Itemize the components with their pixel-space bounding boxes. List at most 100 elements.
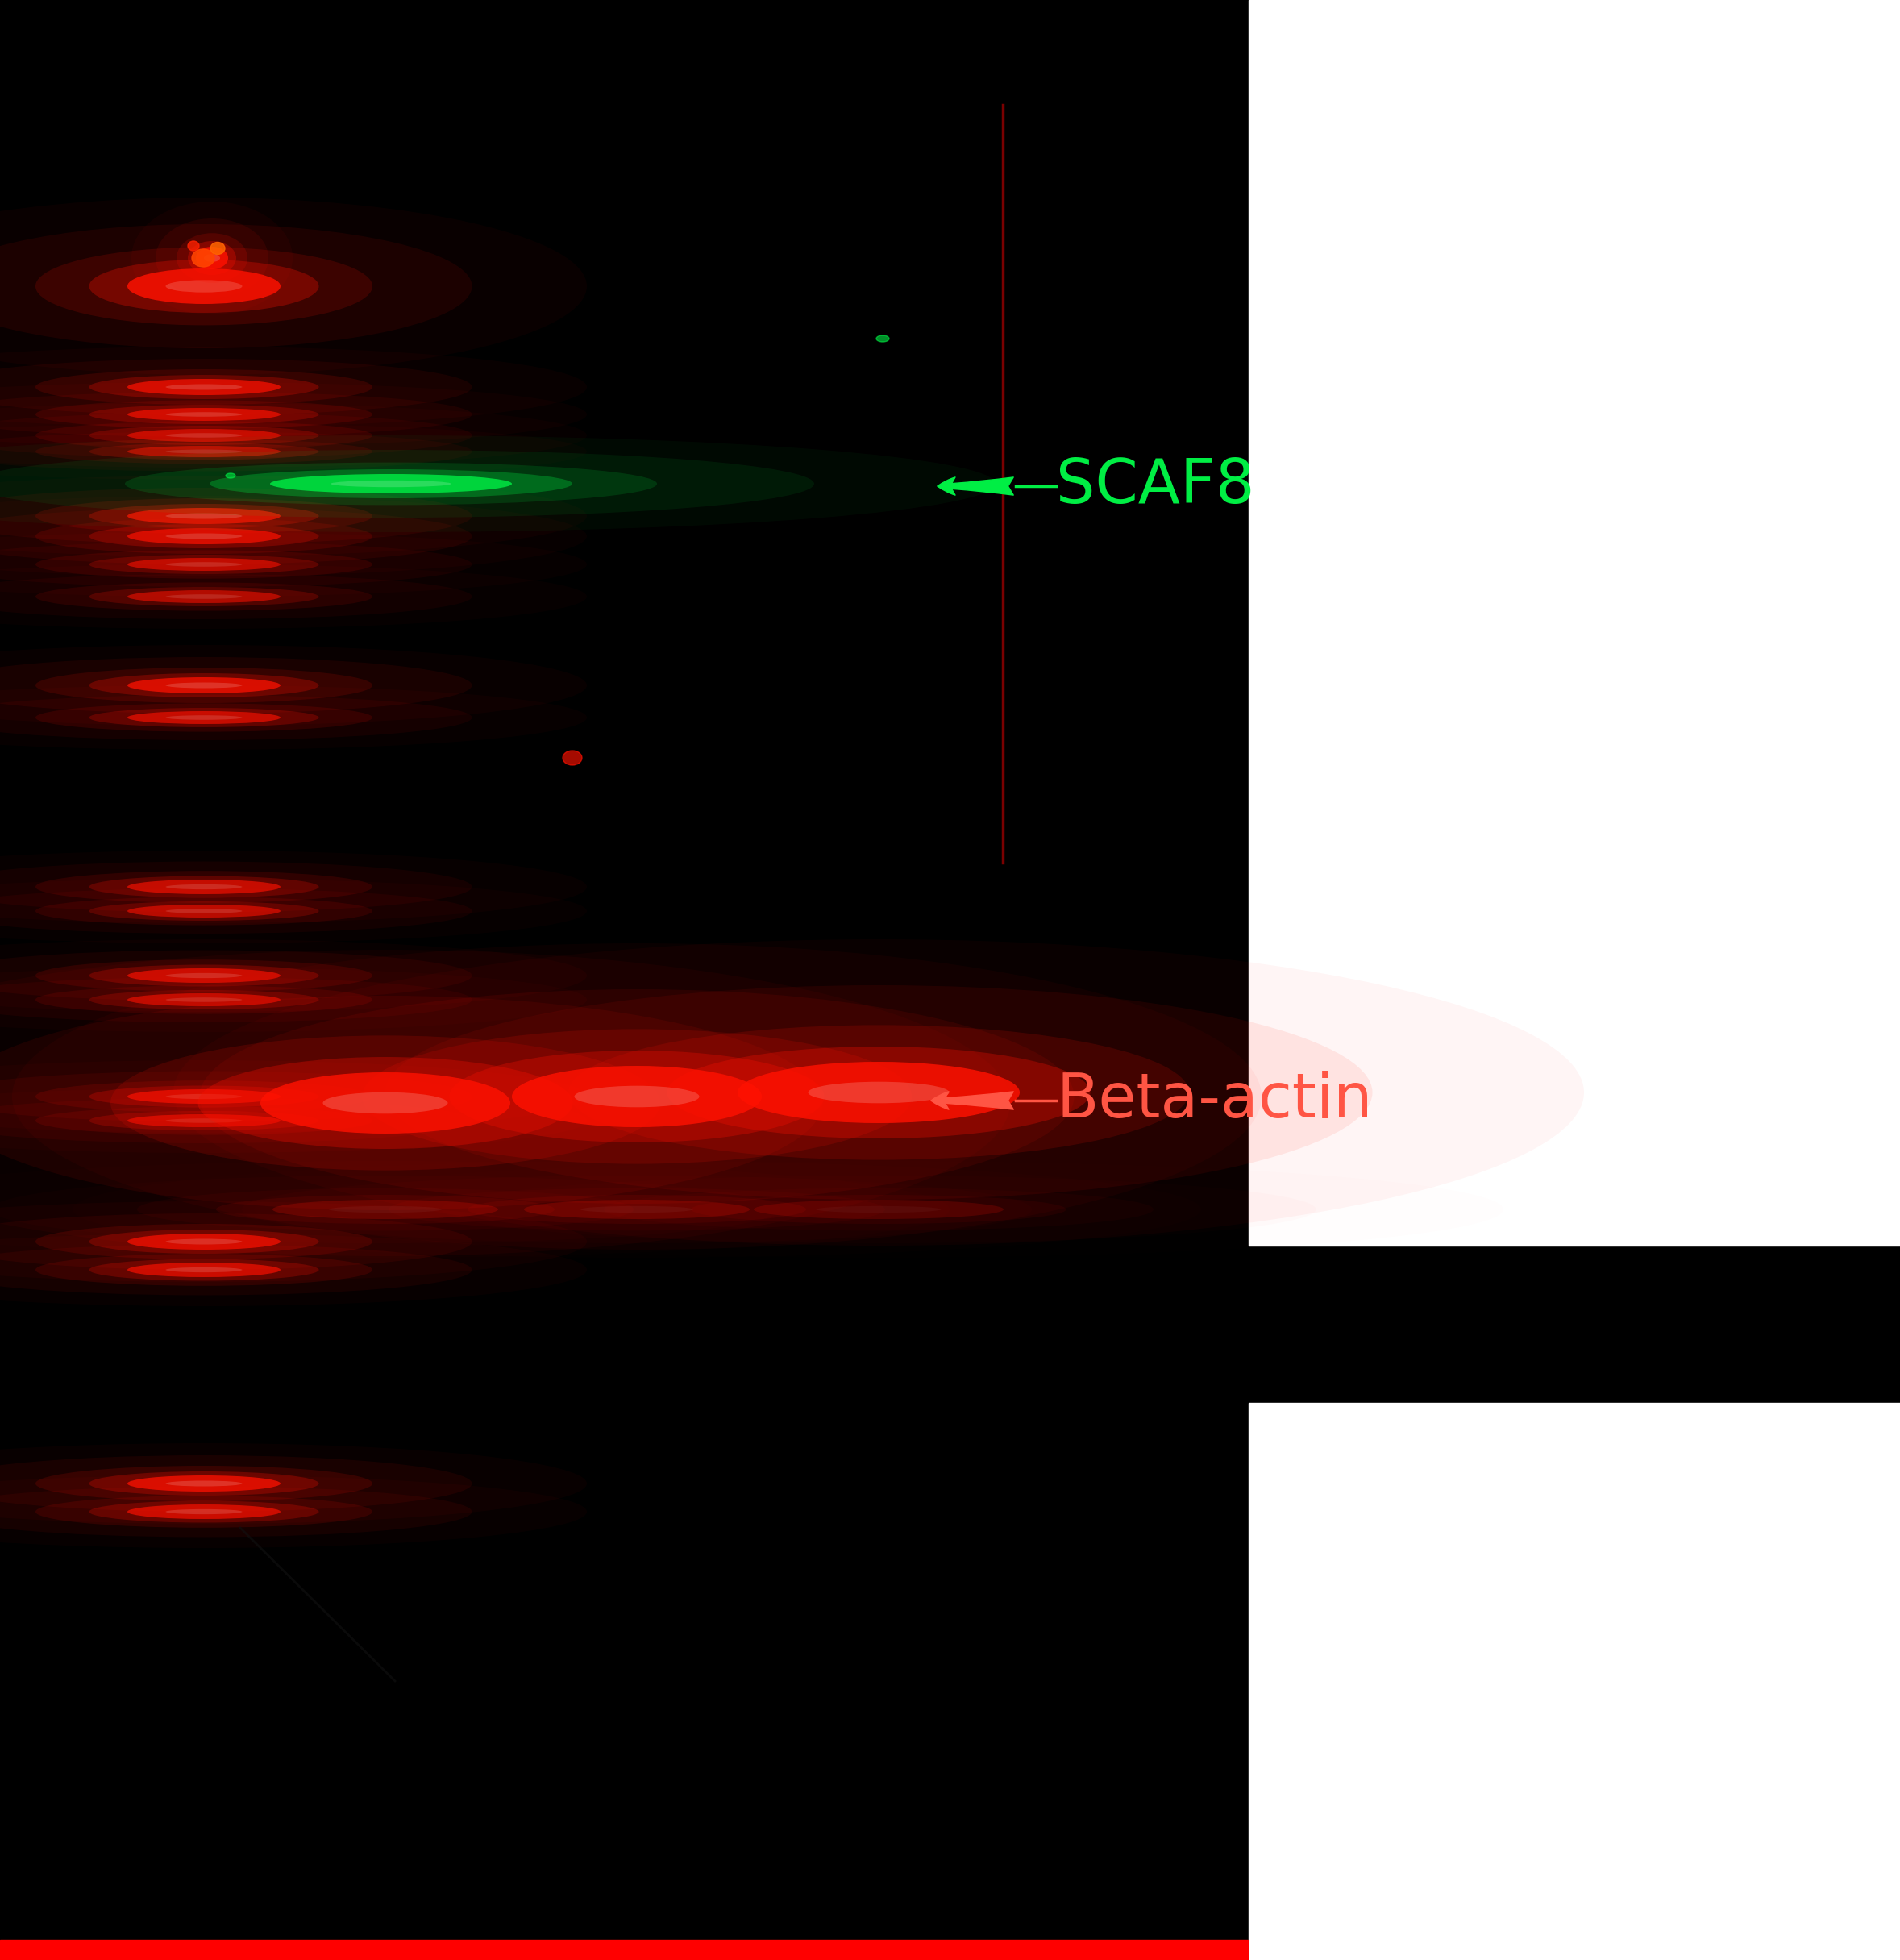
Ellipse shape [36,421,372,449]
Ellipse shape [165,533,241,539]
Ellipse shape [165,909,241,913]
Ellipse shape [188,241,200,251]
Ellipse shape [0,1098,471,1143]
Ellipse shape [127,1233,281,1250]
Ellipse shape [568,1025,1189,1160]
Ellipse shape [36,519,372,555]
Ellipse shape [737,1062,1020,1123]
Ellipse shape [127,711,281,723]
Ellipse shape [36,582,372,612]
Ellipse shape [89,523,319,549]
Ellipse shape [127,880,281,894]
Ellipse shape [0,996,823,1209]
Ellipse shape [808,1082,950,1103]
Ellipse shape [574,1086,699,1107]
Ellipse shape [0,574,471,619]
Ellipse shape [165,594,241,600]
Text: Beta-actin: Beta-actin [1056,1070,1372,1131]
Ellipse shape [0,431,471,470]
Ellipse shape [89,1086,319,1107]
Ellipse shape [89,1258,319,1280]
Ellipse shape [127,378,281,396]
Ellipse shape [89,443,319,461]
Ellipse shape [165,715,241,719]
Ellipse shape [192,249,215,267]
Ellipse shape [89,404,319,423]
Ellipse shape [89,374,319,400]
Ellipse shape [0,696,471,741]
Ellipse shape [89,964,319,986]
Bar [0,1940,1248,1960]
Ellipse shape [127,429,281,441]
Ellipse shape [0,1070,471,1121]
Ellipse shape [89,1111,319,1131]
Ellipse shape [125,463,657,506]
Ellipse shape [36,898,372,925]
Ellipse shape [165,514,241,519]
Ellipse shape [165,563,241,566]
Ellipse shape [524,1200,751,1219]
Ellipse shape [270,474,511,494]
Text: SCAF8: SCAF8 [1056,457,1254,515]
Ellipse shape [89,902,319,921]
Ellipse shape [127,1505,281,1519]
Ellipse shape [127,408,281,421]
Ellipse shape [165,1268,241,1272]
Ellipse shape [0,1486,471,1537]
Ellipse shape [260,1072,511,1133]
Ellipse shape [36,1495,372,1527]
Ellipse shape [89,259,319,314]
Ellipse shape [165,384,241,390]
Ellipse shape [127,590,281,604]
Ellipse shape [156,218,268,298]
Ellipse shape [89,1229,319,1254]
Ellipse shape [89,1472,319,1495]
Ellipse shape [36,368,372,404]
Ellipse shape [127,269,281,304]
Ellipse shape [127,508,281,523]
Ellipse shape [0,978,471,1023]
Ellipse shape [36,1466,372,1501]
Ellipse shape [36,704,372,731]
Ellipse shape [331,480,452,488]
Ellipse shape [0,1454,471,1511]
Ellipse shape [36,247,372,325]
Ellipse shape [188,241,236,274]
Ellipse shape [198,1056,572,1149]
Ellipse shape [0,451,815,517]
Ellipse shape [127,527,281,545]
Ellipse shape [196,247,228,269]
Ellipse shape [876,335,889,341]
Ellipse shape [0,1245,471,1296]
Ellipse shape [165,884,241,890]
Ellipse shape [127,1262,281,1278]
Ellipse shape [0,488,471,545]
Ellipse shape [667,1047,1091,1139]
Ellipse shape [0,862,471,911]
Ellipse shape [89,990,319,1009]
Ellipse shape [217,1196,555,1223]
Ellipse shape [0,951,471,1002]
Ellipse shape [89,708,319,727]
Ellipse shape [165,1094,241,1100]
Ellipse shape [127,994,281,1005]
Ellipse shape [165,682,241,688]
Ellipse shape [36,1223,372,1260]
Ellipse shape [89,425,319,445]
Bar [1248,1403,1900,1960]
Ellipse shape [209,468,572,498]
Ellipse shape [0,223,471,349]
Ellipse shape [200,990,1074,1203]
Ellipse shape [36,960,372,992]
Ellipse shape [450,1051,825,1143]
Ellipse shape [36,668,372,704]
Ellipse shape [36,498,372,533]
Ellipse shape [226,472,236,478]
Ellipse shape [127,1113,281,1127]
Ellipse shape [36,400,372,429]
Ellipse shape [165,280,241,292]
Ellipse shape [323,1092,448,1113]
Ellipse shape [0,541,471,586]
Ellipse shape [0,359,471,416]
Ellipse shape [165,1239,241,1245]
